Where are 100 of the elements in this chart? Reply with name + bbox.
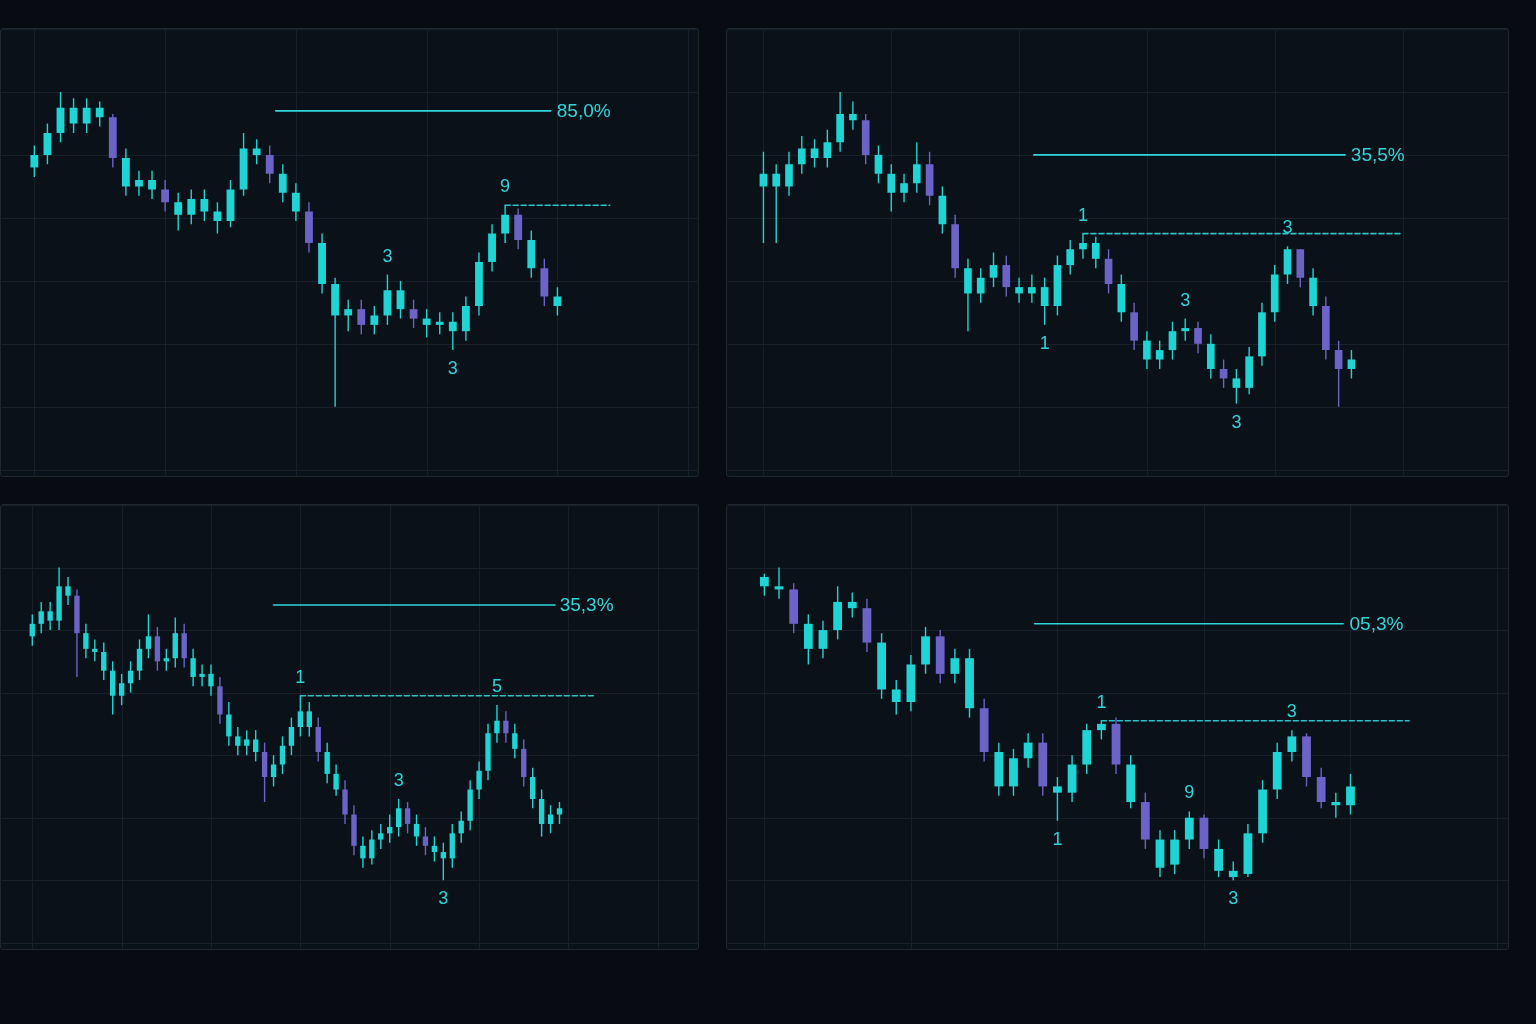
annotation: 3 — [447, 358, 458, 379]
annotation: 3 — [393, 769, 404, 790]
candlestick — [1079, 232, 1087, 260]
candlestick — [413, 813, 420, 847]
candlestick — [360, 835, 366, 869]
candlestick — [1096, 720, 1106, 741]
candlestick — [324, 741, 330, 784]
candlestick — [435, 311, 444, 336]
candlestick — [409, 299, 418, 329]
candlestick — [1346, 773, 1355, 816]
candlestick — [891, 679, 901, 716]
candlestick — [95, 100, 104, 128]
candlestick — [145, 613, 152, 659]
candlestick — [1028, 273, 1036, 304]
candlestick — [235, 726, 241, 756]
candlestick — [252, 729, 259, 763]
candlestick — [118, 673, 125, 706]
candlestick — [1228, 860, 1238, 881]
candlestick — [1184, 810, 1194, 850]
candlestick — [369, 829, 375, 866]
annotation: 35,3% — [559, 594, 614, 616]
candlestick — [1232, 368, 1241, 405]
annotation: 1 — [1052, 828, 1063, 849]
annotation: 35,5% — [1350, 143, 1405, 165]
annotation: 1 — [1077, 204, 1088, 225]
candlestick — [1181, 317, 1190, 342]
candlestick — [887, 163, 896, 213]
candlestick — [823, 129, 832, 169]
candlestick — [38, 601, 44, 634]
candlestick — [912, 141, 921, 194]
candlestick — [1168, 321, 1177, 361]
annotation: 3 — [1282, 217, 1293, 238]
candlestick — [1331, 791, 1341, 819]
candlestick — [1287, 729, 1297, 763]
annotation: 3 — [1231, 411, 1242, 432]
candlestick — [448, 311, 457, 351]
candlestick — [849, 100, 857, 131]
candlestick — [797, 135, 806, 175]
candlestick — [512, 723, 518, 759]
candlestick — [785, 151, 793, 197]
candlestick — [199, 663, 205, 688]
candlestick — [344, 299, 353, 332]
candlestick — [494, 704, 500, 744]
candlestick — [501, 204, 510, 244]
candlestick — [208, 663, 214, 697]
candlestick — [65, 576, 71, 606]
candlestick — [161, 179, 170, 213]
annotation: 1 — [1096, 691, 1107, 712]
candlestick — [136, 638, 143, 681]
candlestick — [1194, 321, 1202, 354]
candlestick — [270, 754, 277, 788]
candlestick — [404, 801, 411, 835]
annotation: 3 — [1286, 701, 1297, 722]
candlestick — [252, 138, 261, 166]
candlestick — [278, 163, 287, 203]
candlestick — [759, 573, 769, 597]
annotation: 5 — [491, 676, 502, 697]
annotation: 9 — [500, 176, 511, 197]
candlestick — [874, 144, 883, 184]
candlestick — [127, 660, 134, 694]
candlestick — [818, 619, 828, 659]
candlestick — [297, 695, 304, 738]
candlestick — [370, 305, 379, 336]
candlestick — [772, 163, 781, 244]
candlestick — [1334, 339, 1343, 408]
candlestick — [291, 182, 300, 222]
annotation: 3 — [1228, 888, 1239, 909]
candlestick — [378, 823, 384, 850]
annotation: 1 — [295, 666, 306, 687]
candlestick — [101, 641, 107, 681]
candlestick — [1040, 276, 1049, 326]
candlestick — [306, 701, 312, 738]
candlestick — [333, 763, 339, 797]
annotation: 1 — [1039, 332, 1050, 353]
candlestick — [556, 801, 563, 825]
candlestick — [47, 601, 53, 631]
candlestick — [530, 766, 536, 809]
candlestick — [1066, 239, 1075, 276]
candlestick — [1155, 339, 1164, 370]
candlestick — [547, 804, 554, 835]
candlestick — [989, 251, 998, 288]
annotation: 9 — [1184, 782, 1195, 803]
candlestick — [422, 826, 429, 856]
candlestick — [1053, 776, 1062, 822]
candlestick — [174, 191, 183, 232]
candlestick — [1214, 838, 1223, 878]
candlestick — [265, 144, 274, 184]
candlestick — [476, 760, 482, 800]
annotation: 3 — [1180, 289, 1191, 310]
candlestick — [187, 188, 196, 225]
annotation: 3 — [438, 888, 449, 909]
candlestick — [1023, 732, 1033, 769]
candlestick — [29, 613, 35, 647]
candlestick — [950, 648, 960, 684]
candlestick — [288, 716, 295, 756]
candlestick — [458, 810, 464, 844]
candlestick — [148, 169, 156, 200]
candlestick — [1091, 236, 1100, 269]
candlestick — [976, 267, 985, 304]
candlestick — [92, 638, 98, 663]
